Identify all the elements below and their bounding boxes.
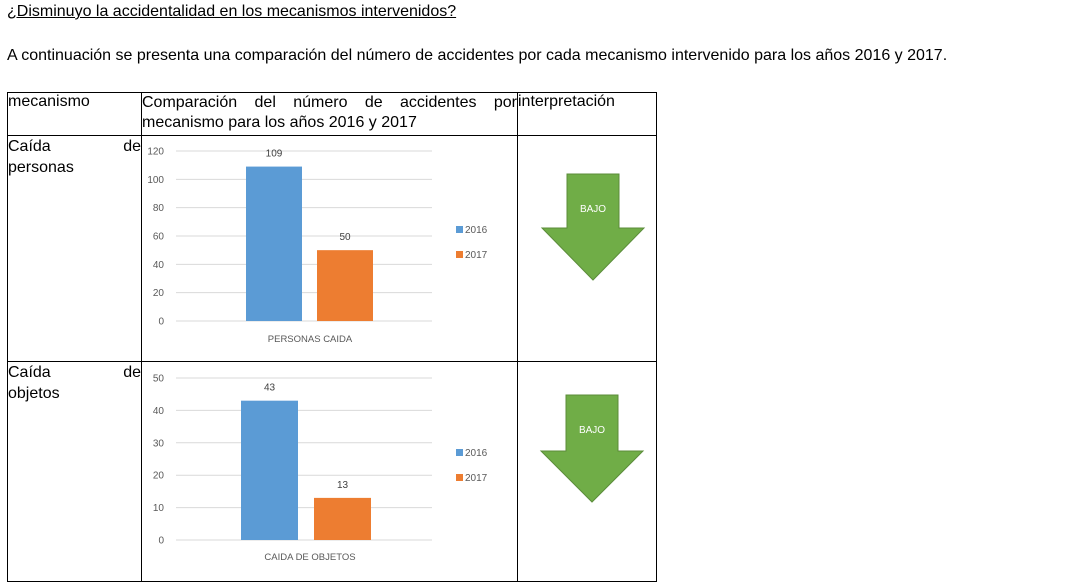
legend-swatch xyxy=(456,226,463,233)
data-label: 50 xyxy=(339,232,351,243)
bar-2016 xyxy=(246,166,302,321)
chart-cell: 50 40 30 20 10 0 43 2016 13 2017 CAIDA DE OBJETOS xyxy=(141,361,518,582)
page-heading: ¿Disminuyo la accidentalidad en los meca… xyxy=(7,3,457,20)
legend-label: 2017 xyxy=(465,473,488,484)
comparison-table: mecanismo Comparación del número de acci… xyxy=(7,92,657,582)
y-tick-label: 0 xyxy=(158,536,164,547)
x-category-label: CAIDA DE OBJETOS xyxy=(264,552,355,563)
bar-2017 xyxy=(317,250,373,321)
bar-2017 xyxy=(314,497,371,540)
interpretation-label: BAJO xyxy=(579,425,605,436)
y-tick-label: 30 xyxy=(153,438,165,449)
header-mecanismo: mecanismo xyxy=(7,92,142,136)
mechanism-cell: Caída de personas xyxy=(7,135,142,362)
x-category-label: PERSONAS CAIDA xyxy=(268,334,353,345)
bar-chart-personas-caida: 120 100 80 60 40 20 0 109 2016 50 2017 PERSONAS CAI… xyxy=(147,147,488,346)
table-header-row: mecanismo Comparación del número de acci… xyxy=(7,92,657,136)
interpretation-cell: BAJO xyxy=(517,135,657,362)
interpretation-cell: BAJO xyxy=(517,361,657,582)
header-comparacion: Comparación del número de accidentes por… xyxy=(141,92,518,136)
down-arrow-shape xyxy=(539,394,645,503)
y-tick-label: 80 xyxy=(153,203,165,214)
down-arrow-icon: BAJO xyxy=(539,394,645,503)
legend-label: 2016 xyxy=(465,448,488,459)
down-arrow-shape xyxy=(540,173,646,281)
y-tick-label: 20 xyxy=(153,288,165,299)
table-row: Caída de personas 120 100 80 60 40 20 0 109 2016… xyxy=(7,135,657,362)
mechanism-word: personas xyxy=(8,159,74,176)
interpretation-label: BAJO xyxy=(580,204,606,215)
chart-cell: 120 100 80 60 40 20 0 109 2016 50 2017 PERSONAS CAI… xyxy=(141,135,518,362)
mechanism-cell: Caída de objetos xyxy=(7,361,142,582)
intro-paragraph: A continuación se presenta una comparaci… xyxy=(7,47,948,64)
legend-label: 2017 xyxy=(465,250,488,261)
legend-swatch xyxy=(456,474,463,481)
data-label: 43 xyxy=(264,383,276,394)
legend-swatch xyxy=(456,449,463,456)
y-tick-label: 40 xyxy=(153,260,165,271)
table-row: Caída de objetos 50 40 30 20 10 0 43 2016 13 2017… xyxy=(7,361,657,582)
y-tick-label: 0 xyxy=(158,317,164,328)
header-comparacion-line2: mecanismo para los años 2016 y 2017 xyxy=(142,114,417,131)
bar-2016 xyxy=(241,400,298,540)
mechanism-word: Caída xyxy=(8,364,51,381)
down-arrow-icon: BAJO xyxy=(540,173,646,281)
y-tick-label: 50 xyxy=(153,374,165,385)
y-tick-label: 40 xyxy=(153,406,165,417)
legend-label: 2016 xyxy=(465,225,488,236)
mechanism-word: Caída xyxy=(8,138,51,155)
y-tick-label: 120 xyxy=(147,147,164,158)
data-label: 13 xyxy=(337,480,349,491)
bar-chart-caida-de-objetos: 50 40 30 20 10 0 43 2016 13 2017 CAIDA DE OBJETOS xyxy=(153,374,488,564)
y-tick-label: 10 xyxy=(153,503,165,514)
mechanism-word: de xyxy=(123,138,141,155)
data-label: 109 xyxy=(266,149,283,160)
y-tick-label: 60 xyxy=(153,232,165,243)
header-comparacion-line1: Comparación del número de accidentes por xyxy=(142,94,517,111)
mechanism-word: de xyxy=(123,364,141,381)
y-tick-label: 20 xyxy=(153,471,165,482)
y-tick-label: 100 xyxy=(147,175,164,186)
legend-swatch xyxy=(456,251,463,258)
header-interpretacion: interpretación xyxy=(517,92,657,136)
mechanism-word: objetos xyxy=(8,385,60,402)
